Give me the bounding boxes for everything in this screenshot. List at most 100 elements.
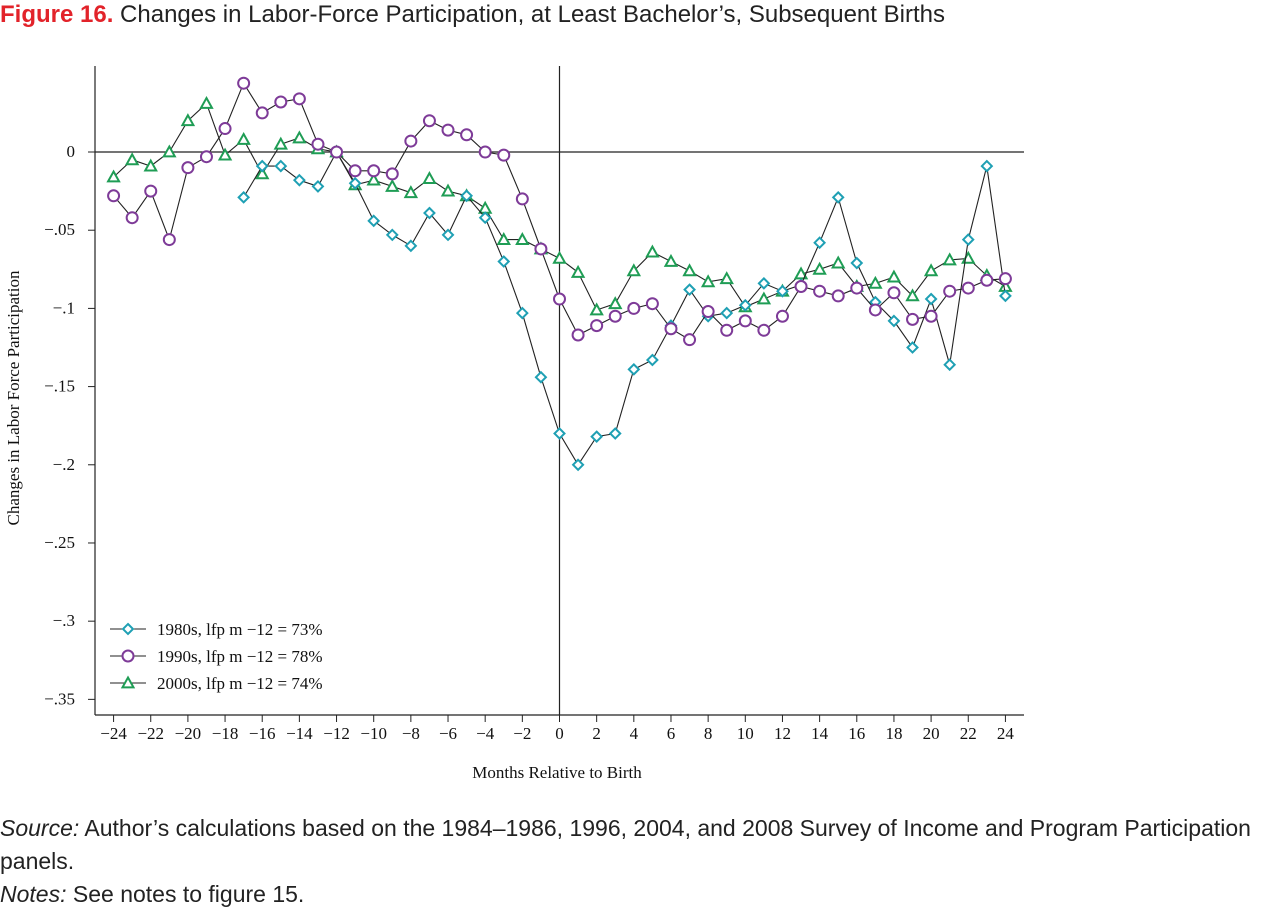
y-tick-label: 0 bbox=[67, 142, 76, 161]
x-tick-label: 18 bbox=[885, 724, 902, 743]
data-point bbox=[980, 159, 994, 173]
x-tick-label: 8 bbox=[704, 724, 713, 743]
y-tick-label: −.1 bbox=[53, 298, 75, 317]
data-point bbox=[683, 333, 697, 347]
x-tick-label: −18 bbox=[212, 724, 239, 743]
data-point bbox=[627, 301, 641, 315]
data-point bbox=[589, 302, 604, 316]
data-point bbox=[144, 184, 158, 198]
data-point bbox=[590, 430, 604, 444]
data-point bbox=[626, 263, 642, 277]
x-tick-label: 12 bbox=[774, 724, 791, 743]
data-point bbox=[645, 244, 660, 258]
x-tick-label: 14 bbox=[811, 724, 829, 743]
data-point bbox=[292, 130, 307, 144]
data-point bbox=[143, 158, 158, 172]
data-point bbox=[385, 178, 400, 192]
data-point bbox=[311, 180, 325, 193]
legend-marker bbox=[120, 675, 136, 689]
x-tick-label: −20 bbox=[175, 724, 202, 743]
data-point bbox=[330, 145, 344, 159]
data-point bbox=[905, 288, 920, 302]
data-point bbox=[923, 263, 939, 277]
data-point bbox=[608, 296, 623, 310]
data-point bbox=[404, 239, 418, 253]
data-point bbox=[738, 298, 752, 312]
y-axis-title: Changes in Labor Force Participation bbox=[4, 270, 23, 525]
y-tick-label: −.05 bbox=[44, 220, 75, 239]
data-point bbox=[553, 427, 566, 440]
data-point bbox=[961, 250, 976, 264]
legend-label: 1990s, lfp m −12 = 78% bbox=[157, 647, 323, 666]
data-point bbox=[850, 256, 864, 270]
y-tick-label: −.35 bbox=[44, 689, 75, 708]
x-tick-label: −24 bbox=[100, 724, 127, 743]
legend-entry: 2000s, lfp m −12 = 74% bbox=[110, 674, 323, 693]
y-tick-label: −.15 bbox=[44, 377, 75, 396]
notes-label: Notes: bbox=[0, 881, 67, 907]
data-point bbox=[924, 309, 938, 323]
figure-footer: Source: Author’s calculations based on t… bbox=[0, 812, 1280, 911]
data-point bbox=[385, 167, 399, 181]
data-point bbox=[664, 322, 678, 336]
data-point bbox=[608, 427, 622, 440]
data-point bbox=[515, 306, 529, 320]
line-chart: 0−.05−.1−.15−.2−.25−.3−.35−24 −22 −20 −18 −1… bbox=[4, 66, 1024, 782]
data-point bbox=[124, 152, 140, 166]
data-point bbox=[942, 252, 957, 266]
data-point bbox=[571, 458, 585, 472]
figure-title: Figure 16. Changes in Labor-Force Partic… bbox=[0, 0, 1280, 32]
data-point bbox=[701, 305, 715, 319]
data-point bbox=[943, 358, 957, 372]
x-tick-label: 4 bbox=[630, 724, 639, 743]
data-point bbox=[477, 200, 493, 214]
data-point bbox=[367, 214, 381, 228]
x-tick-label: 6 bbox=[667, 724, 676, 743]
data-point bbox=[441, 123, 455, 137]
data-point bbox=[682, 263, 697, 277]
data-point bbox=[683, 283, 696, 297]
data-point bbox=[199, 150, 213, 164]
data-point bbox=[553, 292, 566, 306]
data-point bbox=[366, 172, 381, 186]
data-point bbox=[831, 190, 845, 204]
data-point bbox=[943, 284, 957, 298]
data-point bbox=[645, 297, 659, 311]
data-point bbox=[199, 95, 214, 109]
data-point bbox=[868, 275, 883, 289]
x-tick-label: 10 bbox=[737, 724, 754, 743]
legend-label: 2000s, lfp m −12 = 74% bbox=[157, 674, 323, 693]
data-point bbox=[460, 128, 474, 142]
data-point bbox=[980, 273, 994, 287]
data-point bbox=[738, 314, 752, 328]
x-tick-label: −8 bbox=[402, 724, 420, 743]
chart-axes: 0−.05−.1−.15−.2−.25−.3−.35−24 −22 −20 −18 −1… bbox=[44, 66, 1024, 743]
x-tick-label: −22 bbox=[137, 724, 164, 743]
data-point bbox=[999, 289, 1012, 303]
data-point bbox=[497, 148, 511, 162]
data-point bbox=[237, 190, 251, 204]
data-point bbox=[311, 137, 325, 151]
notes-note: Notes: See notes to figure 15. bbox=[0, 878, 1280, 911]
x-tick-label: −10 bbox=[360, 724, 387, 743]
figure-label: Figure 16. bbox=[0, 1, 114, 28]
data-point bbox=[961, 281, 975, 295]
data-point bbox=[831, 255, 846, 269]
data-point bbox=[720, 323, 734, 337]
data-point bbox=[236, 131, 251, 145]
data-point bbox=[998, 272, 1012, 286]
y-tick-label: −.2 bbox=[53, 455, 75, 474]
data-point bbox=[274, 159, 288, 173]
x-tick-label: −2 bbox=[513, 724, 531, 743]
data-point bbox=[162, 233, 176, 247]
data-point bbox=[850, 281, 864, 295]
series-circle bbox=[107, 76, 1012, 347]
data-point bbox=[217, 147, 233, 161]
data-point bbox=[831, 289, 845, 303]
data-point bbox=[404, 134, 418, 148]
data-point bbox=[441, 228, 455, 242]
data-point bbox=[534, 370, 548, 384]
x-tick-label: 22 bbox=[960, 724, 977, 743]
data-point bbox=[478, 211, 492, 225]
x-tick-label: −12 bbox=[323, 724, 350, 743]
